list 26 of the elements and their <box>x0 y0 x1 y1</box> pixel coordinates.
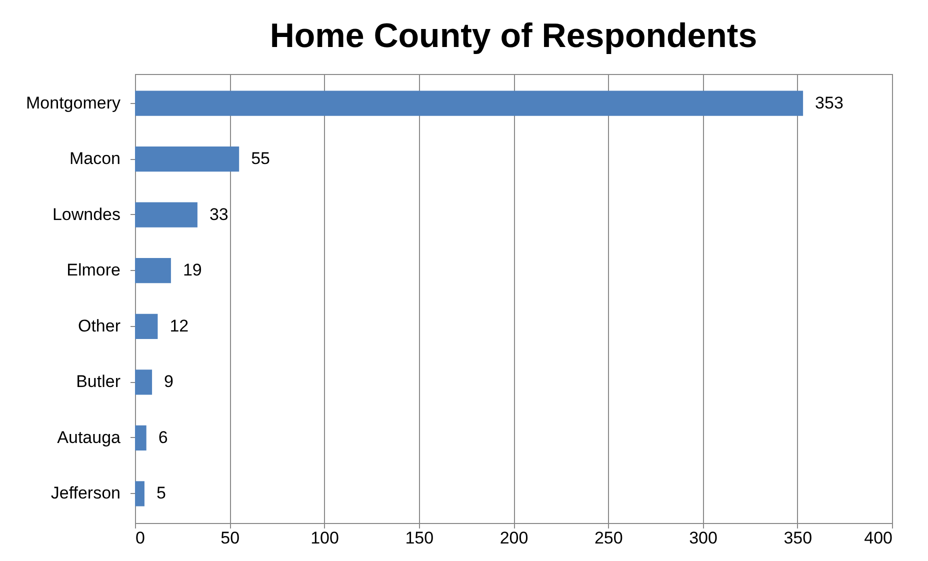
y-tick-label: Other <box>78 316 121 336</box>
data-label: 55 <box>251 149 270 168</box>
x-tick-label: 200 <box>500 528 528 548</box>
chart-title: Home County of Respondents <box>270 17 758 55</box>
data-label: 9 <box>164 372 174 392</box>
x-tick-label: 350 <box>784 528 812 548</box>
x-tick-label: 400 <box>864 528 892 548</box>
data-label: 353 <box>815 93 844 112</box>
y-tick-label: Elmore <box>66 260 120 280</box>
y-tick-label: Butler <box>76 372 121 392</box>
x-tick-label: 150 <box>405 528 434 548</box>
y-tick-label: Autauga <box>57 428 122 447</box>
data-label: 6 <box>158 428 168 447</box>
x-tick-label: 300 <box>689 528 718 548</box>
data-label: 33 <box>209 204 228 224</box>
x-tick-label: 0 <box>136 528 145 548</box>
data-label: 12 <box>170 316 189 336</box>
data-label: 5 <box>156 484 166 503</box>
y-tick-label: Jefferson <box>50 484 120 503</box>
data-label: 19 <box>182 260 202 280</box>
y-tick-label: Macon <box>69 149 120 168</box>
y-tick-label: Lowndes <box>52 204 120 224</box>
y-tick-label: Montgomery <box>26 93 121 112</box>
x-tick-label: 50 <box>220 528 240 548</box>
x-tick-label: 250 <box>594 528 623 548</box>
x-tick-label: 100 <box>310 528 339 548</box>
